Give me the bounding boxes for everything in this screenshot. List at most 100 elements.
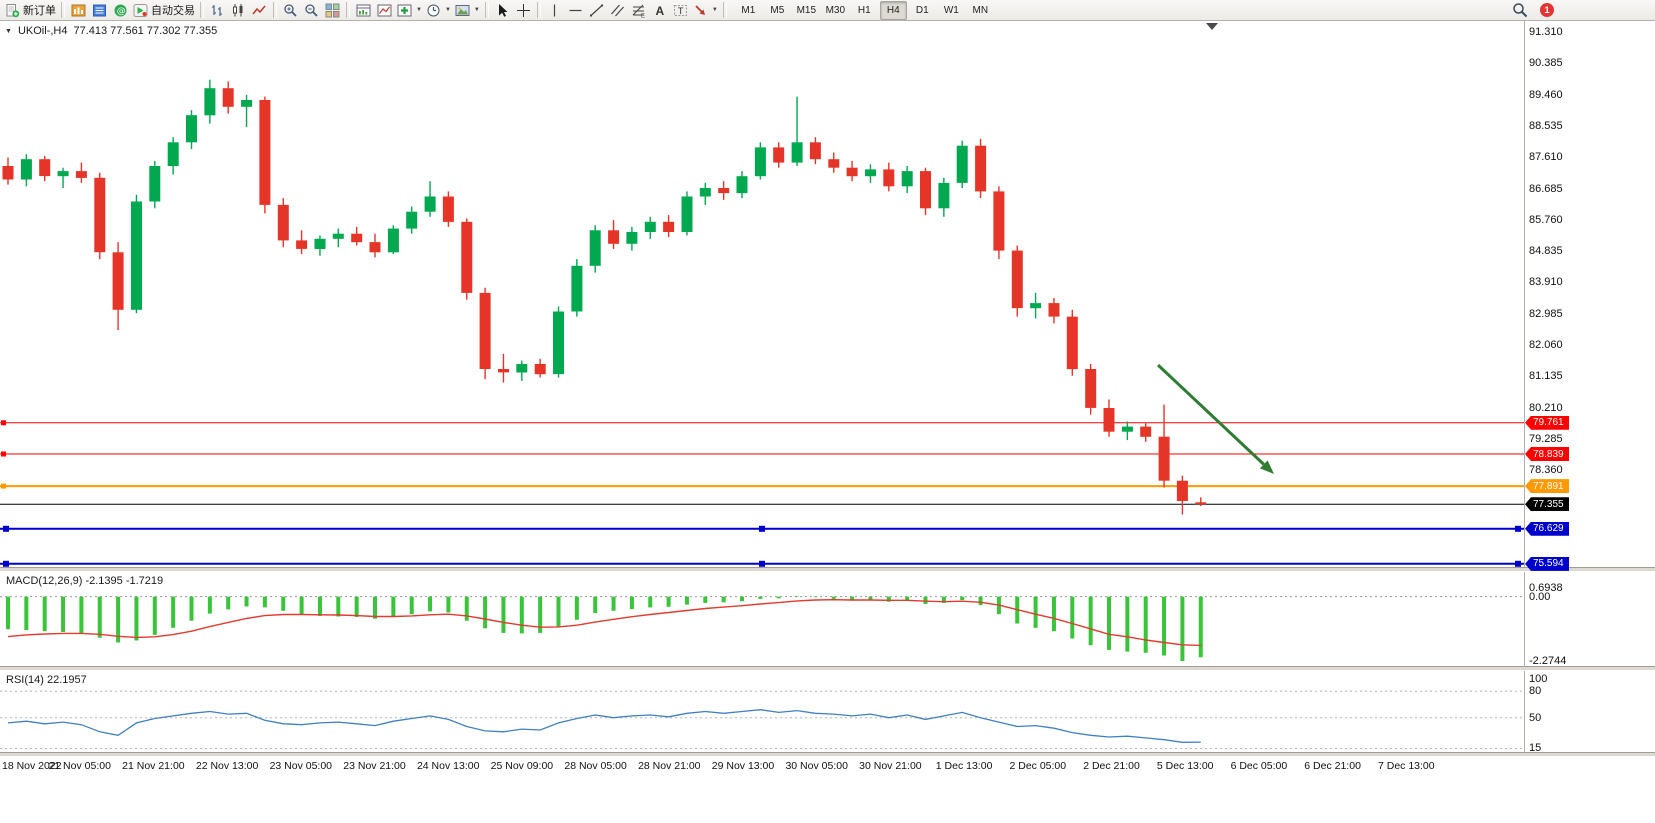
- market-watch-button[interactable]: [89, 1, 110, 20]
- timeframe-m5-button[interactable]: M5: [770, 4, 785, 16]
- time-axis-label: 1 Dec 13:00: [935, 760, 993, 772]
- zoom-in-icon: [284, 3, 297, 17]
- toolbar-separator: [200, 2, 204, 18]
- autotrading-button[interactable]: 自动交易: [131, 1, 197, 20]
- autotrading-label: 自动交易: [151, 5, 195, 17]
- time-axis-label: 28 Nov 05:00: [564, 760, 627, 772]
- price-axis-label: 90.385: [1529, 57, 1563, 70]
- price-axis-label: 85.760: [1529, 213, 1563, 226]
- price-chart-canvas[interactable]: [0, 21, 1655, 567]
- bars-type-button[interactable]: [207, 1, 228, 20]
- period-button[interactable]: ▼: [424, 1, 453, 20]
- toolbar-right-group: 1: [1509, 1, 1554, 20]
- new-order-icon: [6, 3, 20, 17]
- time-axis-label: 6 Dec 21:00: [1304, 760, 1361, 772]
- time-axis-label: 29 Nov 13:00: [711, 760, 775, 772]
- timeframe-m30-button[interactable]: M30: [825, 4, 846, 16]
- chart-area: ▼ UKOil-,H4 77.413 77.561 77.302 77.355 …: [0, 21, 1655, 823]
- channel-icon: [610, 4, 624, 16]
- rsi-axis-label: 80: [1529, 685, 1542, 698]
- price-axis-line: [1524, 21, 1525, 757]
- horizontal-line-button[interactable]: [565, 1, 586, 20]
- panel-splitter[interactable]: [0, 567, 1655, 572]
- timeframe-mn-button[interactable]: MN: [972, 4, 989, 16]
- timeframe-m1-button[interactable]: M1: [741, 4, 756, 16]
- rsi-axis-label: 50: [1529, 711, 1542, 724]
- toolbar-separator: [484, 2, 489, 18]
- chart-header: ▼ UKOil-,H4 77.413 77.561 77.302 77.355: [5, 25, 217, 37]
- indicator-list-button[interactable]: [374, 1, 395, 20]
- new-order-label: 新订单: [23, 5, 56, 17]
- toolbar-separator: [536, 2, 541, 18]
- fibonacci-button[interactable]: E: [628, 1, 649, 20]
- add-indicator-button[interactable]: ▼: [395, 1, 424, 20]
- crosshair-button[interactable]: [513, 1, 534, 20]
- price-axis-label: 83.910: [1529, 276, 1563, 289]
- candles-type-icon: [233, 3, 243, 16]
- chevron-down-icon: ▼: [444, 7, 451, 13]
- data-window-button[interactable]: [353, 1, 374, 20]
- indicator-list-icon: [377, 4, 392, 16]
- notification-badge[interactable]: 1: [1540, 3, 1554, 17]
- chevron-down-icon: ▼: [416, 7, 422, 13]
- toolbar-separator: [722, 2, 727, 18]
- price-marker-label: 76.629: [1525, 521, 1569, 536]
- time-axis-label: 7 Dec 13:00: [1377, 760, 1435, 772]
- svg-text:@: @: [117, 6, 126, 16]
- one-click-trading-toggle[interactable]: ▼: [5, 27, 12, 35]
- time-axis-label: 25 Nov 09:00: [490, 760, 554, 772]
- template-button[interactable]: ▼: [453, 1, 482, 20]
- time-axis-label: 2 Dec 05:00: [1009, 760, 1067, 772]
- time-axis-label: 2 Dec 21:00: [1083, 760, 1140, 772]
- price-axis-label: 87.610: [1529, 151, 1563, 164]
- zoom-out-button[interactable]: [301, 1, 322, 20]
- time-axis-label: 21 Nov 05:00: [48, 760, 111, 772]
- community-button[interactable]: @: [110, 1, 131, 20]
- time-axis-label: 6 Dec 05:00: [1230, 760, 1288, 772]
- vertical-line-button[interactable]: [544, 1, 565, 20]
- candles-type-button[interactable]: [228, 1, 249, 20]
- text-button[interactable]: A: [649, 1, 670, 20]
- price-axis-label: 79.285: [1529, 432, 1563, 445]
- chart-ohlc-values: 77.413 77.561 77.302 77.355: [73, 25, 218, 37]
- arrows-icon: [695, 4, 705, 15]
- price-marker-label: 79.761: [1525, 415, 1569, 430]
- svg-text:A: A: [655, 4, 664, 18]
- panel-splitter[interactable]: [0, 666, 1655, 671]
- timeframe-m15-button[interactable]: M15: [796, 4, 817, 16]
- rsi-canvas[interactable]: [0, 671, 1655, 752]
- timeframe-w1-button[interactable]: W1: [943, 4, 959, 16]
- timeframe-h1-button[interactable]: H1: [857, 4, 871, 16]
- price-axis-label: 89.460: [1529, 88, 1563, 101]
- zoom-in-button[interactable]: [280, 1, 301, 20]
- price-axis-label: 82.985: [1529, 307, 1563, 320]
- tile-windows-button[interactable]: [322, 1, 343, 20]
- trendline-button[interactable]: [586, 1, 607, 20]
- label-button[interactable]: T: [670, 1, 691, 20]
- macd-canvas[interactable]: [0, 572, 1655, 666]
- tile-windows-icon: [325, 3, 340, 17]
- new-order-button[interactable]: 新订单: [3, 1, 58, 20]
- time-axis-label: 23 Nov 21:00: [343, 760, 406, 772]
- macd-axis-label: -2.2744: [1529, 655, 1567, 668]
- panel-splitter[interactable]: [0, 752, 1655, 757]
- price-axis-label: 80.210: [1529, 401, 1563, 414]
- data-window-icon: [356, 4, 371, 16]
- charts-button[interactable]: [68, 1, 89, 20]
- time-axis-label: 18 Nov 2022: [2, 760, 62, 772]
- price-axis-label: 78.360: [1529, 464, 1563, 477]
- time-axis-label: 24 Nov 13:00: [416, 760, 480, 772]
- search-button[interactable]: [1509, 1, 1530, 20]
- macd-axis-label: 0.00: [1529, 590, 1551, 603]
- timeframe-d1-button[interactable]: D1: [915, 4, 929, 16]
- arrows-button[interactable]: ▼: [691, 1, 720, 20]
- timeframe-group: M1 M5 M15 M30 H1 H4 D1 W1 MN: [734, 0, 995, 20]
- time-axis-label: 21 Nov 21:00: [122, 760, 185, 772]
- time-axis-label: 22 Nov 13:00: [195, 760, 259, 772]
- equidistant-channel-button[interactable]: [607, 1, 628, 20]
- timeframe-h4-button[interactable]: H4: [879, 0, 907, 20]
- cursor-icon: [498, 3, 508, 17]
- cursor-button[interactable]: [492, 1, 513, 20]
- line-type-button[interactable]: [249, 1, 270, 20]
- rsi-axis-label: 100: [1529, 673, 1548, 685]
